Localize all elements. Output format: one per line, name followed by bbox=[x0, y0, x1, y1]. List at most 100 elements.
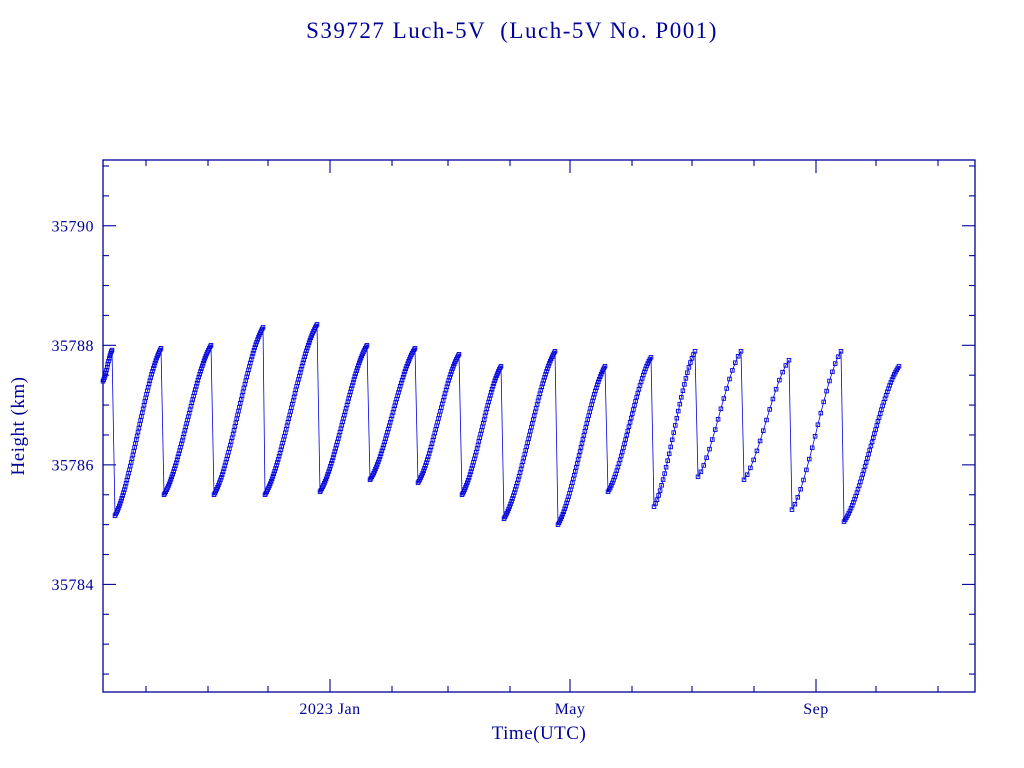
series-marker bbox=[352, 374, 358, 379]
series-marker bbox=[421, 468, 426, 474]
series-marker bbox=[659, 483, 664, 488]
series-marker bbox=[117, 501, 123, 506]
series-marker bbox=[302, 354, 307, 359]
series-marker bbox=[412, 346, 418, 351]
series-marker bbox=[872, 431, 877, 436]
series-marker bbox=[201, 358, 207, 364]
series-marker bbox=[354, 368, 359, 374]
series-marker bbox=[818, 410, 824, 416]
series-marker bbox=[511, 493, 516, 498]
series-marker bbox=[375, 462, 380, 467]
series-marker bbox=[795, 495, 801, 500]
series-marker bbox=[660, 477, 666, 482]
series-marker bbox=[508, 501, 513, 507]
series-marker bbox=[196, 374, 202, 380]
series-marker bbox=[468, 469, 474, 474]
series-marker bbox=[303, 351, 308, 356]
series-marker bbox=[168, 476, 174, 482]
series-marker bbox=[151, 366, 156, 371]
series-marker bbox=[423, 463, 428, 468]
series-marker bbox=[506, 506, 511, 512]
series-marker bbox=[643, 366, 648, 372]
series-marker bbox=[867, 447, 872, 453]
series-marker bbox=[865, 456, 870, 461]
series-marker bbox=[815, 422, 821, 427]
series-marker bbox=[701, 463, 706, 468]
series-marker bbox=[596, 379, 601, 385]
series-marker bbox=[892, 372, 897, 377]
series-marker bbox=[405, 361, 410, 366]
series-marker bbox=[632, 403, 637, 408]
series-marker bbox=[718, 406, 724, 412]
series-marker bbox=[109, 347, 115, 353]
series-marker bbox=[208, 343, 214, 348]
series-marker bbox=[594, 385, 599, 391]
series-marker bbox=[349, 383, 355, 388]
series-marker bbox=[704, 455, 709, 460]
y-tick-label: 35788 bbox=[52, 338, 95, 355]
series-marker bbox=[628, 415, 634, 421]
series-marker bbox=[559, 514, 565, 519]
series-marker bbox=[560, 511, 566, 517]
series-marker bbox=[197, 371, 202, 377]
series-marker bbox=[869, 439, 875, 445]
series-marker bbox=[374, 464, 379, 470]
series-marker bbox=[663, 464, 669, 470]
series-marker bbox=[396, 390, 401, 395]
series-marker bbox=[251, 348, 257, 353]
series-marker bbox=[328, 463, 333, 469]
data-series-height bbox=[100, 322, 902, 527]
series-marker bbox=[642, 369, 647, 375]
series-marker bbox=[744, 472, 750, 477]
series-marker bbox=[683, 376, 689, 381]
series-marker bbox=[896, 363, 902, 369]
series-marker bbox=[465, 480, 470, 485]
series-marker bbox=[761, 428, 766, 433]
series-marker bbox=[253, 342, 258, 347]
series-marker bbox=[498, 363, 504, 369]
series-marker bbox=[216, 482, 221, 488]
series-marker bbox=[597, 374, 603, 379]
series-marker bbox=[166, 481, 172, 487]
series-marker bbox=[117, 503, 122, 509]
series-marker bbox=[304, 348, 309, 354]
series-marker bbox=[194, 380, 200, 386]
series-marker bbox=[378, 451, 384, 457]
series-marker bbox=[275, 460, 280, 465]
series-marker bbox=[327, 466, 332, 472]
series-marker bbox=[274, 463, 279, 468]
plot-frame bbox=[102, 159, 976, 693]
series-marker bbox=[671, 430, 676, 435]
series-marker bbox=[625, 428, 631, 434]
series-marker bbox=[676, 408, 681, 414]
series-marker bbox=[804, 467, 809, 473]
series-marker bbox=[221, 466, 227, 471]
series-marker bbox=[812, 434, 818, 439]
series-marker bbox=[398, 383, 403, 389]
series-marker bbox=[106, 358, 111, 364]
series-marker bbox=[665, 458, 670, 463]
series-marker bbox=[199, 366, 204, 371]
series-marker bbox=[847, 508, 853, 514]
series-marker bbox=[463, 485, 468, 490]
series-marker bbox=[158, 346, 164, 351]
series-marker bbox=[868, 443, 874, 449]
series-marker bbox=[727, 376, 732, 382]
series-marker bbox=[120, 493, 125, 498]
series-marker bbox=[624, 432, 629, 438]
series-marker bbox=[780, 369, 785, 375]
series-marker bbox=[122, 487, 127, 492]
series-marker bbox=[355, 365, 360, 371]
series-marker bbox=[103, 370, 109, 376]
axis-ticks bbox=[103, 160, 975, 692]
series-marker bbox=[449, 369, 454, 374]
series-marker bbox=[357, 358, 363, 363]
series-marker bbox=[153, 358, 159, 363]
series-marker bbox=[609, 483, 614, 488]
series-marker bbox=[695, 474, 701, 480]
series-marker bbox=[510, 496, 515, 501]
series-marker bbox=[466, 475, 472, 480]
series-marker bbox=[874, 423, 880, 428]
